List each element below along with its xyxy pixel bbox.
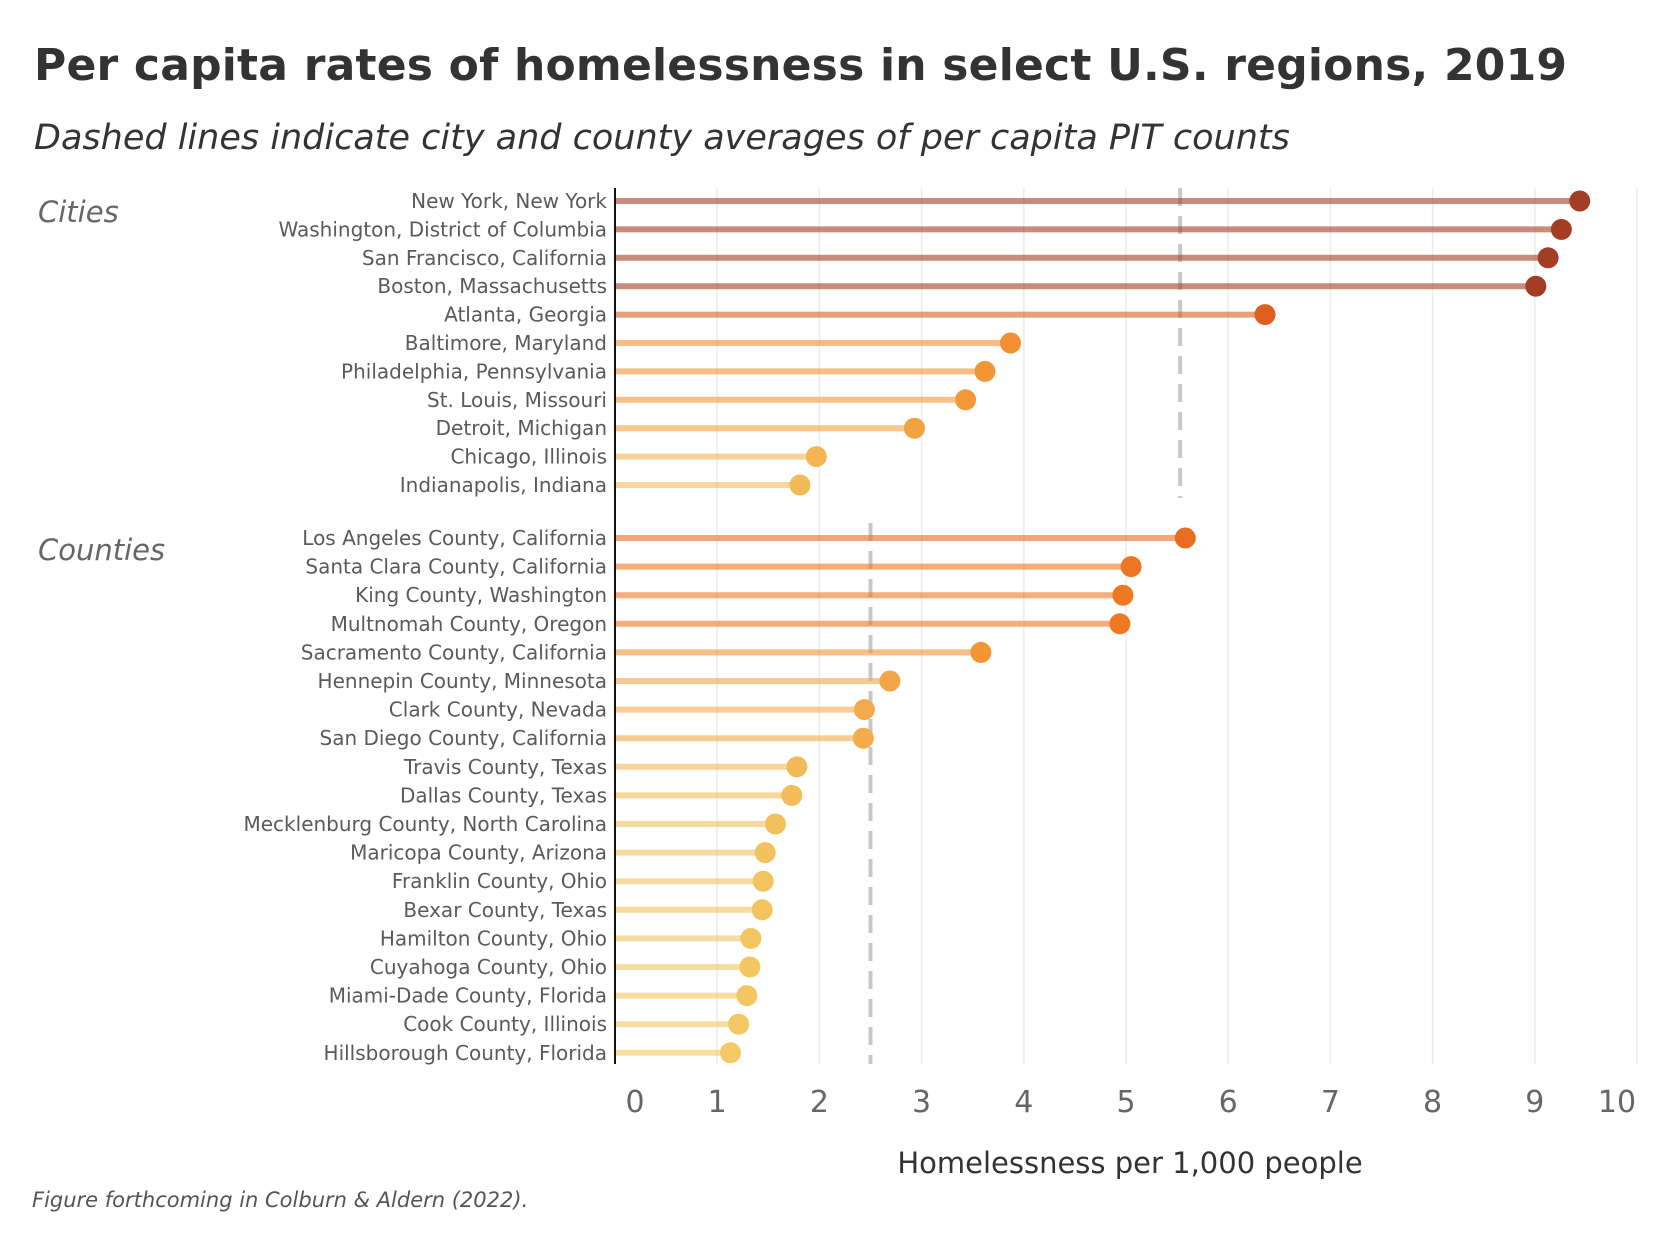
- group-label-cities: Cities: [38, 195, 119, 229]
- x-tick-label: 2: [810, 1085, 829, 1120]
- row-label: Los Angeles County, California: [302, 526, 607, 550]
- lollipop-dot: [739, 956, 761, 978]
- row-label: Clark County, Nevada: [389, 698, 607, 722]
- row-label: Multnomah County, Oregon: [331, 612, 607, 636]
- lollipop-dot: [879, 670, 901, 692]
- row-label: Travis County, Texas: [403, 755, 607, 779]
- lollipop-dot: [1569, 190, 1591, 212]
- x-tick-label: 10: [1598, 1085, 1636, 1120]
- x-tick-label: 5: [1116, 1085, 1135, 1120]
- row-label: Indianapolis, Indiana: [400, 473, 607, 497]
- x-tick-label: 4: [1014, 1085, 1033, 1120]
- figure-caption: Figure forthcoming in Colburn & Aldern (…: [32, 1188, 529, 1212]
- lollipop-dot: [1254, 304, 1276, 326]
- row-label: St. Louis, Missouri: [427, 388, 607, 412]
- lollipop-dot: [970, 641, 992, 663]
- row-label: Santa Clara County, California: [305, 555, 607, 579]
- row-label: Franklin County, Ohio: [392, 869, 607, 893]
- row-label: Hillsborough County, Florida: [324, 1041, 607, 1065]
- row-label: Washington, District of Columbia: [279, 217, 608, 241]
- group-labels: Cities Counties: [38, 195, 165, 567]
- x-tick-label: 8: [1423, 1085, 1442, 1120]
- lollipop-dot: [1000, 332, 1022, 354]
- row-label: Maricopa County, Arizona: [350, 841, 607, 865]
- lollipop-dot: [853, 699, 875, 721]
- lollipop-dot: [736, 985, 758, 1007]
- lollipop-dot: [786, 756, 808, 778]
- row-label: Boston, Massachusetts: [377, 274, 607, 298]
- x-tick-label: 6: [1219, 1085, 1238, 1120]
- x-tick-labels: 0 1 2 3 4 5 6 7 8 9 10: [625, 1085, 1636, 1120]
- lollipop-dot: [1174, 527, 1196, 549]
- row-labels: New York, New York Washington, District o…: [244, 189, 608, 1065]
- row-label: Hennepin County, Minnesota: [318, 669, 607, 693]
- row-label: Bexar County, Texas: [403, 898, 607, 922]
- row-label: Sacramento County, California: [301, 640, 607, 664]
- row-label: Philadelphia, Pennsylvania: [341, 359, 607, 383]
- row-label: San Diego County, California: [320, 726, 607, 750]
- x-tick-label: 9: [1525, 1085, 1544, 1120]
- chart-title: Per capita rates of homelessness in sele…: [34, 40, 1568, 91]
- lollipop-dot: [974, 360, 996, 382]
- x-axis-title: Homelessness per 1,000 people: [897, 1146, 1362, 1180]
- row-label: Mecklenburg County, North Carolina: [244, 812, 608, 836]
- x-tick-label: 1: [708, 1085, 727, 1120]
- row-label: Detroit, Michigan: [436, 416, 607, 440]
- lollipop-dot: [752, 870, 774, 892]
- lollipop-dot: [955, 389, 977, 411]
- lollipop-dot: [1112, 584, 1134, 606]
- row-label: Cook County, Illinois: [403, 1012, 607, 1036]
- chart-subtitle: Dashed lines indicate city and county av…: [34, 118, 1290, 158]
- lollipop-dot: [719, 1042, 741, 1064]
- lollipop-dot: [1109, 613, 1131, 635]
- row-label: Chicago, Illinois: [450, 445, 607, 469]
- lollipop-dot: [728, 1013, 750, 1035]
- lollipop-dot: [805, 446, 827, 468]
- lollipop-stems: [615, 198, 1580, 1056]
- lollipop-dot: [751, 899, 773, 921]
- lollipop-dot: [903, 417, 925, 439]
- lollipop-dot: [1120, 556, 1142, 578]
- row-label: Dallas County, Texas: [400, 783, 607, 807]
- lollipop-dot: [781, 784, 803, 806]
- group-label-counties: Counties: [38, 533, 165, 567]
- lollipop-dot: [764, 813, 786, 835]
- row-label: New York, New York: [411, 189, 607, 213]
- average-lines: [868, 188, 1183, 1064]
- row-label: Hamilton County, Ohio: [380, 926, 607, 950]
- x-tick-label: 0: [625, 1085, 644, 1120]
- lollipop-dot: [1550, 218, 1572, 240]
- row-label: Cuyahoga County, Ohio: [370, 955, 607, 979]
- lollipop-dot: [1525, 275, 1547, 297]
- row-label: San Francisco, California: [362, 246, 607, 270]
- row-label: Miami-Dade County, Florida: [329, 984, 607, 1008]
- row-label: Atlanta, Georgia: [444, 303, 607, 327]
- lollipop-dot: [852, 727, 874, 749]
- lollipop-dot: [1537, 247, 1559, 269]
- row-label: King County, Washington: [355, 583, 607, 607]
- lollipop-dots: [719, 190, 1591, 1064]
- x-tick-label: 3: [912, 1085, 931, 1120]
- lollipop-dot: [789, 474, 811, 496]
- lollipop-dot: [754, 842, 776, 864]
- row-label: Baltimore, Maryland: [405, 331, 607, 355]
- x-tick-label: 7: [1321, 1085, 1340, 1120]
- lollipop-dot: [740, 927, 762, 949]
